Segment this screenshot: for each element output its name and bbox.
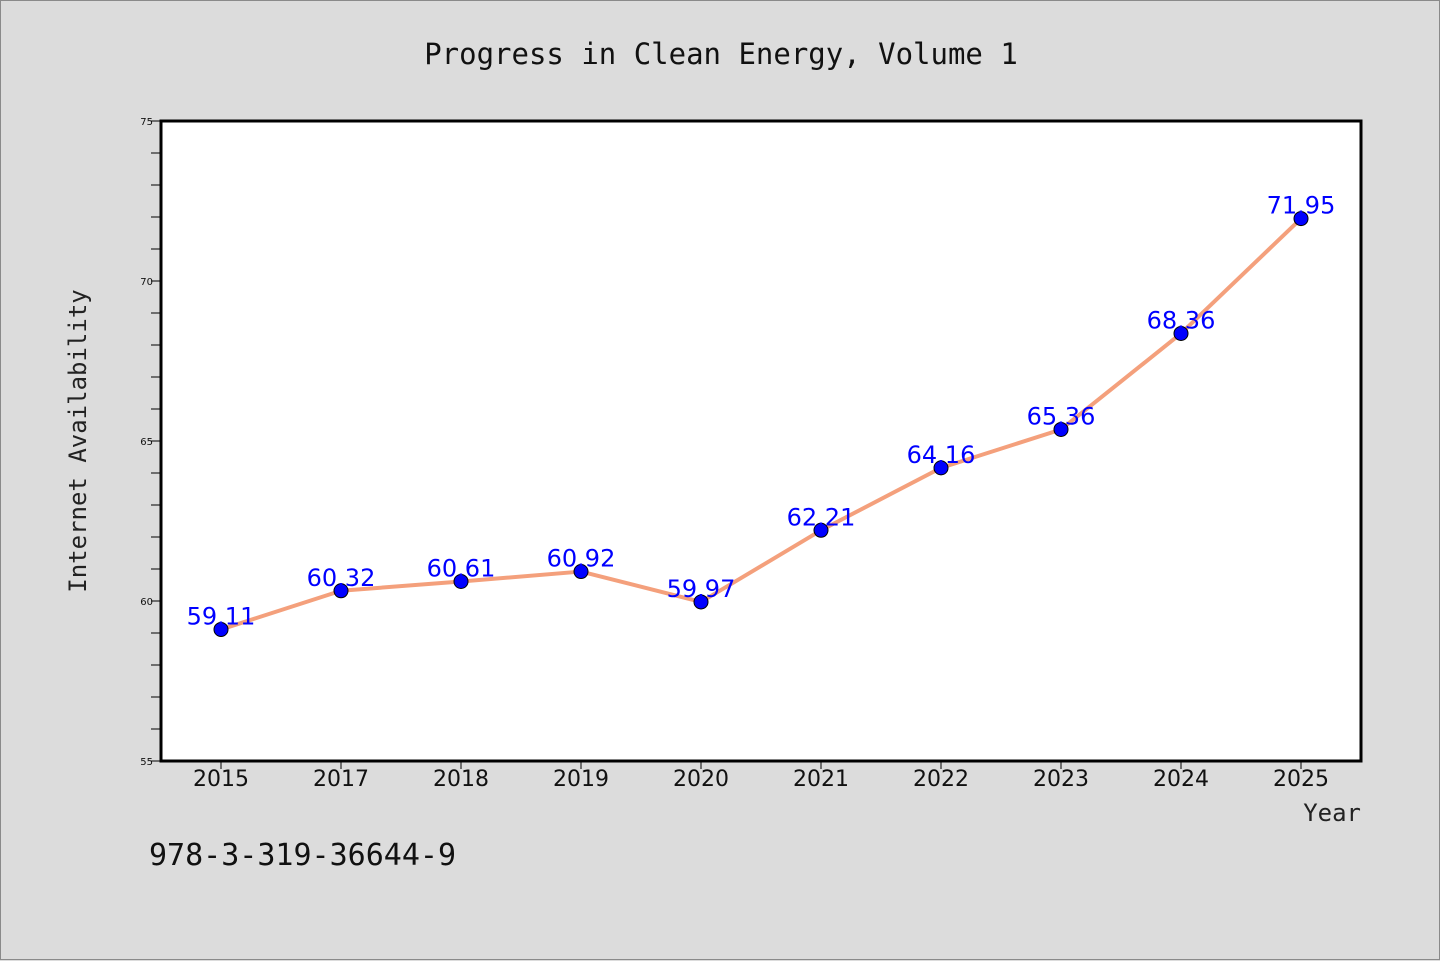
data-point <box>453 573 469 589</box>
x-tick-label: 2024 <box>1153 767 1209 792</box>
x-tick-label: 2018 <box>433 767 489 792</box>
data-label: 60.61 <box>427 554 496 582</box>
data-point <box>1173 325 1189 341</box>
plot-area <box>161 121 1361 761</box>
data-point <box>1053 421 1069 437</box>
data-point <box>333 583 349 599</box>
plot-border <box>159 119 1363 763</box>
data-label: 60.32 <box>307 564 376 592</box>
x-tick-label: 2015 <box>193 767 249 792</box>
data-point <box>813 522 829 538</box>
x-axis: 2015 2017 2018 2019 2020 2021 2022 2023 2024 2025 <box>193 761 1329 792</box>
data-label: 59.97 <box>667 575 736 603</box>
x-tick-label: 2025 <box>1273 767 1329 792</box>
series-line <box>220 217 1303 632</box>
data-point <box>573 564 589 580</box>
y-axis: 55 60 65 70 75 <box>140 117 161 768</box>
data-label: 60.92 <box>547 545 616 573</box>
data-label: 68.36 <box>1147 306 1216 334</box>
x-axis-title: Year <box>1303 799 1361 827</box>
y-tick-label: 65 <box>140 437 153 448</box>
data-label: 64.16 <box>907 441 976 469</box>
data-point <box>213 621 229 637</box>
x-tick-label: 2022 <box>913 767 969 792</box>
data-label: 59.11 <box>187 602 256 630</box>
isbn-code: 978-3-319-36644-9 <box>149 838 456 873</box>
data-label: 65.36 <box>1027 402 1096 430</box>
chart-title: Progress in Clean Energy, Volume 1 <box>424 37 1018 71</box>
y-tick-label: 70 <box>140 277 153 288</box>
data-label: 71.95 <box>1267 192 1336 220</box>
data-point <box>1293 211 1309 227</box>
y-tick-label: 55 <box>140 757 153 768</box>
x-tick-label: 2020 <box>673 767 729 792</box>
data-point <box>693 594 709 610</box>
data-label: 62.21 <box>787 503 856 531</box>
y-tick-label: 75 <box>140 117 153 128</box>
x-tick-label: 2023 <box>1033 767 1089 792</box>
y-tick-label: 60 <box>140 597 153 608</box>
y-axis-title: Internet Availability <box>64 289 92 592</box>
series-group: 59.11 60.32 60.61 60.92 59.97 62.21 64.16 65.36… <box>187 192 1336 637</box>
x-tick-label: 2019 <box>553 767 609 792</box>
x-tick-label: 2021 <box>793 767 849 792</box>
data-point <box>933 460 949 476</box>
x-tick-label: 2017 <box>313 767 369 792</box>
